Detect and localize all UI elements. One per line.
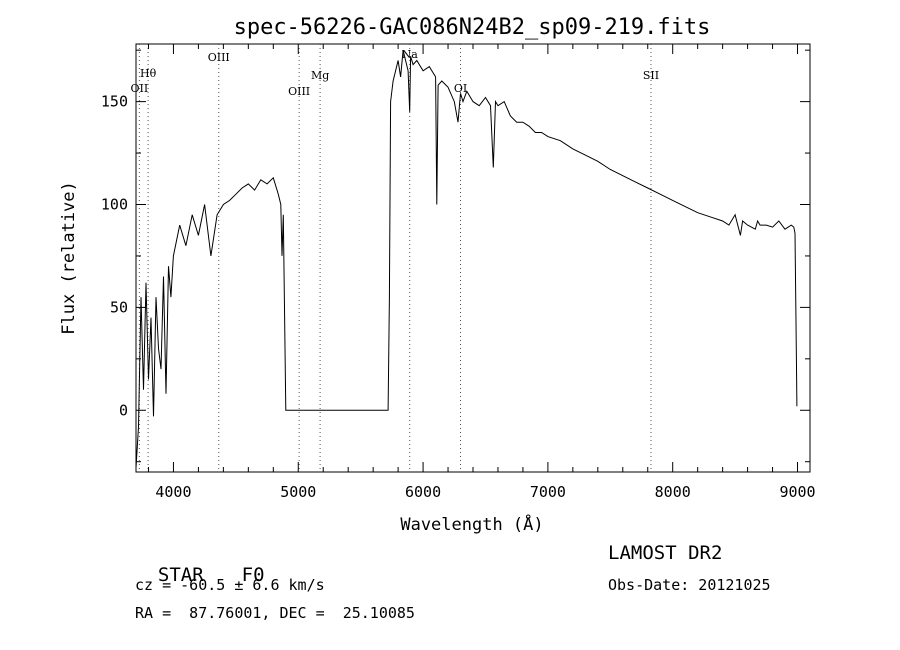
spectral-line-label: OIII	[288, 85, 310, 98]
chart-title: spec-56226-GAC086N24B2_sp09-219.fits	[234, 15, 711, 40]
x-tick-label: 6000	[405, 483, 441, 501]
survey-text: LAMOST DR2	[608, 542, 723, 564]
x-tick-label: 5000	[280, 483, 316, 501]
spectral-line-label: OI	[454, 82, 467, 95]
y-tick-label: 50	[110, 298, 128, 316]
spectral-line-label: OIII	[208, 51, 230, 64]
x-tick-label: 7000	[530, 483, 566, 501]
x-tick-label: 8000	[655, 483, 691, 501]
subclass-text: F0	[241, 564, 265, 586]
object-class: STAR F0	[135, 542, 265, 586]
y-tick-label: 150	[101, 93, 128, 111]
object-class-text: STAR	[157, 564, 204, 586]
y-axis-label: Flux (relative)	[59, 181, 79, 335]
redshift-text: cz = -60.5 ± 6.6 km/s	[135, 576, 325, 594]
y-tick-label: 0	[119, 401, 128, 419]
obs-date-text: Obs-Date: 20121025	[608, 576, 771, 594]
y-tick-label: 100	[101, 196, 128, 214]
x-tick-label: 4000	[155, 483, 191, 501]
x-tick-label: 9000	[779, 483, 815, 501]
axes: 4000 5000 6000 7000 8000 9000 0 50 100 150	[101, 44, 816, 501]
x-axis-label: Wavelength (Å)	[400, 513, 543, 535]
spectral-line-label: OII	[131, 82, 149, 95]
spectral-line-label: Na	[402, 48, 419, 61]
spectral-line-label: Mg	[311, 69, 329, 82]
plot-frame	[135, 43, 811, 473]
spectrum-line	[135, 50, 798, 468]
coordinates-text: RA = 87.76001, DEC = 25.10085	[135, 604, 415, 622]
spectral-line-label: SII	[643, 69, 659, 82]
spectral-line-label: Hθ	[140, 67, 157, 80]
